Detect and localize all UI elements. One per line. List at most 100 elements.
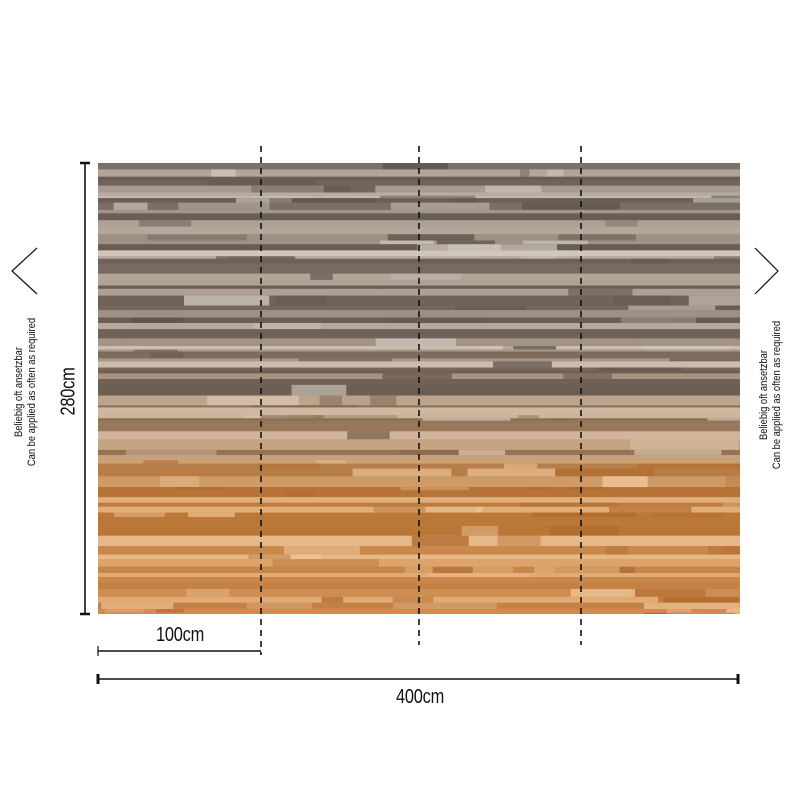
texture-segment	[516, 250, 573, 257]
texture-segment	[236, 198, 292, 203]
texture-segment	[147, 234, 247, 241]
texture-stripe	[98, 305, 740, 311]
repeat-note-en: Can be applied as often as required	[26, 317, 38, 467]
texture-segment	[723, 546, 740, 555]
texture-segment	[248, 554, 291, 560]
texture-segment	[688, 295, 740, 306]
texture-segment	[523, 240, 588, 245]
texture-segment	[352, 468, 452, 477]
texture-segment	[291, 384, 347, 396]
texture-segment	[666, 609, 692, 613]
texture-segment	[722, 502, 740, 507]
texture-segment	[467, 468, 556, 477]
texture-segment	[392, 596, 434, 603]
texture-stripe	[98, 490, 740, 498]
texture-segment	[726, 609, 740, 613]
texture-stripe	[98, 449, 740, 456]
texture-segment	[298, 358, 393, 362]
texture-segment	[521, 202, 621, 210]
texture-segment	[134, 349, 178, 352]
texture-segment	[643, 612, 667, 614]
texture-stripe	[98, 250, 740, 257]
texture-segment	[492, 361, 552, 368]
texture-segment	[390, 202, 490, 210]
texture-segment	[143, 460, 178, 464]
texture-segment	[527, 487, 548, 491]
texture-segment	[251, 185, 351, 193]
texture-stripe	[98, 349, 740, 352]
texture-segment	[272, 559, 379, 567]
texture-segment	[284, 546, 360, 555]
texture-segment	[375, 338, 456, 346]
texture-stripe	[98, 351, 740, 359]
texture-segment	[715, 305, 740, 311]
texture-segment	[606, 546, 629, 555]
texture-segment	[613, 295, 671, 306]
texture-segment	[554, 566, 635, 573]
repeat-note-de: Beliebig oft ansetzbar	[13, 347, 25, 437]
texture-segment	[725, 476, 740, 488]
repeat-note-de: Beliebig oft ansetzbar	[758, 350, 770, 440]
texture-segment	[425, 506, 483, 513]
texture-segment	[113, 512, 165, 518]
texture-segment	[631, 258, 668, 264]
texture-segment	[150, 351, 184, 359]
texture-segment	[458, 449, 506, 456]
height-label: 280cm	[57, 367, 80, 416]
texture-stripe	[98, 460, 740, 464]
texture-segment	[568, 487, 603, 491]
texture-segment	[734, 612, 740, 614]
texture-segment	[399, 449, 459, 456]
texture-segment	[390, 273, 461, 280]
texture-segment	[422, 418, 511, 421]
texture-stripe	[98, 418, 740, 421]
texture-segment	[708, 546, 740, 555]
texture-stripe	[98, 525, 740, 536]
texture-segment	[550, 525, 619, 536]
texture-stripe	[98, 572, 740, 577]
texture-segment	[342, 395, 371, 406]
texture-stripe	[98, 559, 740, 567]
texture-segment	[253, 322, 321, 330]
texture-segment	[420, 250, 481, 257]
texture-segment	[269, 198, 376, 203]
texture-stripe	[98, 176, 740, 180]
texture-stripe	[98, 546, 740, 555]
texture-segment	[518, 415, 539, 419]
texture-segment	[642, 345, 731, 350]
texture-segment	[186, 589, 230, 597]
texture-stripe	[98, 582, 740, 590]
texture-segment	[347, 431, 390, 440]
texture-segment	[504, 463, 538, 469]
texture-stripe	[98, 415, 740, 419]
texture-segment	[310, 273, 333, 280]
texture-segment	[437, 240, 496, 245]
texture-segment	[630, 439, 739, 450]
texture-segment	[257, 463, 321, 469]
texture-segment	[550, 418, 572, 421]
texture-segment	[252, 405, 358, 408]
repeat-note-right: Beliebig oft ansetzbar Can be applied as…	[758, 321, 784, 469]
texture-segment	[110, 345, 159, 350]
texture-segment	[563, 373, 613, 380]
texture-stripe	[98, 602, 740, 610]
panel-width-label: 100cm	[156, 624, 204, 646]
texture-segment	[461, 525, 499, 536]
texture-segment	[252, 554, 322, 560]
texture-segment	[651, 512, 723, 518]
texture-segment	[380, 240, 435, 245]
texture-segment	[101, 602, 174, 610]
texture-segment	[497, 535, 541, 547]
repeat-note-en: Can be applied as often as required	[771, 320, 783, 470]
texture-segment	[605, 220, 638, 227]
height-dimension-line	[80, 161, 90, 616]
texture-segment	[316, 460, 346, 464]
texture-segment	[382, 373, 452, 380]
texture-segment	[174, 487, 223, 491]
texture-segment	[520, 256, 555, 259]
texture-segment	[287, 415, 397, 419]
texture-segment	[105, 609, 157, 613]
texture-stripe	[98, 273, 740, 280]
texture-segment	[178, 202, 270, 210]
